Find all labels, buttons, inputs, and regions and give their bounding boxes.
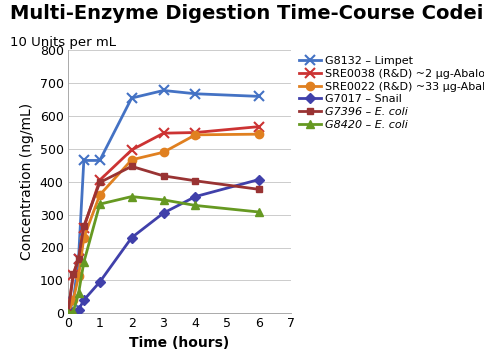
G8132 – Limpet	[192, 91, 198, 96]
G7396 – E. coli	[192, 179, 198, 183]
SRE0038 (R&D) ~2 μg-Abalone	[128, 148, 134, 152]
X-axis label: Time (hours): Time (hours)	[129, 336, 229, 350]
SRE0022 (R&D) ~33 μg-Abalone	[97, 193, 103, 197]
SRE0038 (R&D) ~2 μg-Abalone	[160, 131, 166, 135]
G8420 – E. coli	[160, 198, 166, 202]
G7396 – E. coli	[76, 257, 81, 261]
G8132 – Limpet	[128, 96, 134, 100]
G8420 – E. coli	[256, 210, 261, 214]
G7396 – E. coli	[81, 224, 87, 228]
SRE0038 (R&D) ~2 μg-Abalone	[192, 130, 198, 135]
G8420 – E. coli	[65, 311, 71, 315]
Y-axis label: Concentration (ng/mL): Concentration (ng/mL)	[20, 103, 34, 260]
SRE0038 (R&D) ~2 μg-Abalone	[97, 178, 103, 182]
Line: G7396 – E. coli: G7396 – E. coli	[64, 163, 262, 317]
G8420 – E. coli	[192, 203, 198, 208]
SRE0022 (R&D) ~33 μg-Abalone	[160, 150, 166, 154]
Line: G7017 – Snail: G7017 – Snail	[64, 176, 262, 317]
G7017 – Snail	[81, 298, 87, 302]
SRE0038 (R&D) ~2 μg-Abalone	[76, 257, 81, 261]
G7017 – Snail	[256, 177, 261, 182]
G8132 – Limpet	[65, 311, 71, 315]
SRE0022 (R&D) ~33 μg-Abalone	[81, 235, 87, 240]
Line: G8420 – E. coli: G8420 – E. coli	[63, 192, 263, 318]
G7017 – Snail	[128, 235, 134, 240]
G7017 – Snail	[160, 211, 166, 215]
G7396 – E. coli	[256, 187, 261, 192]
G8420 – E. coli	[70, 309, 76, 314]
G8132 – Limpet	[76, 257, 81, 261]
G8132 – Limpet	[160, 88, 166, 93]
G8132 – Limpet	[256, 94, 261, 99]
G8420 – E. coli	[128, 194, 134, 199]
Legend: G8132 – Limpet, SRE0038 (R&D) ~2 μg-Abalone, SRE0022 (R&D) ~33 μg-Abalone, G7017: G8132 – Limpet, SRE0038 (R&D) ~2 μg-Abal…	[298, 56, 484, 130]
Line: G8132 – Limpet: G8132 – Limpet	[63, 86, 263, 318]
SRE0038 (R&D) ~2 μg-Abalone	[256, 125, 261, 129]
G7017 – Snail	[70, 309, 76, 314]
G7017 – Snail	[97, 280, 103, 284]
SRE0022 (R&D) ~33 μg-Abalone	[65, 311, 71, 315]
SRE0038 (R&D) ~2 μg-Abalone	[81, 226, 87, 230]
G7017 – Snail	[192, 194, 198, 199]
SRE0022 (R&D) ~33 μg-Abalone	[192, 133, 198, 137]
G7396 – E. coli	[70, 271, 76, 276]
Text: 10 Units per mL: 10 Units per mL	[10, 36, 116, 49]
Text: Multi-Enzyme Digestion Time-Course Codeine: Multi-Enzyme Digestion Time-Course Codei…	[10, 4, 484, 23]
G7017 – Snail	[76, 308, 81, 312]
SRE0022 (R&D) ~33 μg-Abalone	[70, 298, 76, 302]
G7396 – E. coli	[65, 311, 71, 315]
G8132 – Limpet	[97, 158, 103, 163]
G8420 – E. coli	[97, 202, 103, 206]
SRE0022 (R&D) ~33 μg-Abalone	[256, 132, 261, 136]
G8420 – E. coli	[81, 260, 87, 265]
G7396 – E. coli	[97, 180, 103, 185]
SRE0022 (R&D) ~33 μg-Abalone	[128, 158, 134, 162]
SRE0022 (R&D) ~33 μg-Abalone	[76, 274, 81, 279]
Line: SRE0022 (R&D) ~33 μg-Abalone: SRE0022 (R&D) ~33 μg-Abalone	[63, 130, 263, 318]
G7396 – E. coli	[160, 174, 166, 178]
G7017 – Snail	[65, 311, 71, 315]
SRE0038 (R&D) ~2 μg-Abalone	[70, 273, 76, 278]
G8132 – Limpet	[81, 158, 87, 163]
SRE0038 (R&D) ~2 μg-Abalone	[65, 311, 71, 315]
G7396 – E. coli	[128, 164, 134, 168]
G8420 – E. coli	[76, 291, 81, 296]
G8132 – Limpet	[70, 300, 76, 304]
Line: SRE0038 (R&D) ~2 μg-Abalone: SRE0038 (R&D) ~2 μg-Abalone	[63, 122, 263, 318]
